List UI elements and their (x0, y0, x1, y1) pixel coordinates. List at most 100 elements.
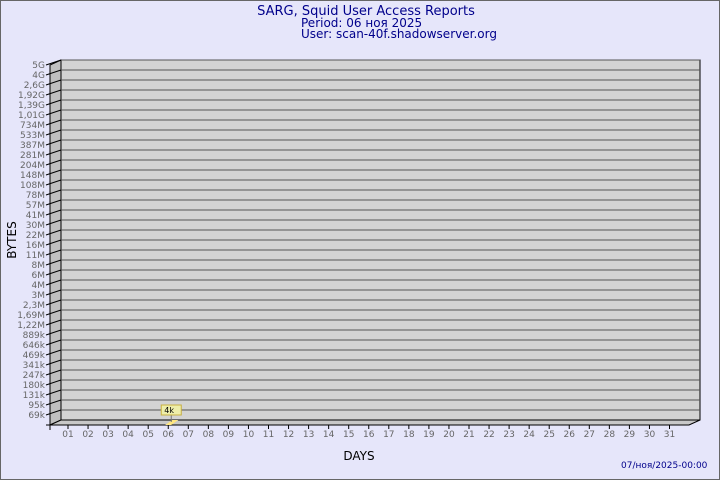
y-tick (45, 359, 62, 366)
y-tick (45, 279, 62, 286)
x-tick-label: 23 (503, 430, 514, 440)
y-tick-label: 69k (28, 411, 45, 421)
x-tick-label: 14 (323, 430, 335, 440)
x-tick-label: 22 (483, 430, 494, 440)
y-tick-label: 16M (26, 241, 45, 251)
y-tick-label: 78M (26, 191, 45, 201)
y-tick (45, 399, 62, 406)
y-tick (45, 209, 62, 216)
x-tick-label: 25 (543, 430, 554, 440)
y-tick-label: 247k (23, 371, 46, 381)
y-tick-label: 204M (20, 161, 45, 171)
x-tick-label: 07 (183, 430, 194, 440)
y-tick (45, 369, 62, 376)
y-tick-label: 646k (23, 341, 46, 351)
y-tick-label: 469k (23, 351, 46, 361)
x-tick-label: 10 (243, 430, 255, 440)
y-tick-label: 341k (23, 361, 46, 371)
y-axis-title: BYTES (5, 221, 19, 258)
bar-label-box (160, 404, 182, 416)
x-tick-label: 05 (142, 430, 153, 440)
x-tick-label: 08 (203, 430, 215, 440)
report-user: User: scan-40f.shadowserver.org (301, 27, 497, 41)
y-tick (45, 339, 62, 346)
y-tick-label: 180k (23, 381, 46, 391)
y-tick-label: 95k (28, 401, 45, 411)
y-tick (45, 259, 62, 266)
y-tick (45, 189, 62, 196)
x-tick-label: 30 (644, 430, 656, 440)
y-tick (45, 169, 62, 176)
y-tick (45, 319, 62, 326)
x-tick-label: 18 (403, 430, 415, 440)
y-tick-label: 30M (26, 221, 45, 231)
y-tick (45, 139, 62, 146)
y-tick (45, 179, 62, 186)
bar-value-label: 4k (164, 406, 174, 415)
x-tick-label: 29 (624, 430, 636, 440)
y-tick-label: 734M (20, 121, 45, 131)
x-tick-label: 01 (62, 430, 73, 440)
x-tick-label: 26 (564, 430, 576, 440)
report-title: SARG, Squid User Access Reports (257, 4, 475, 19)
y-tick (45, 349, 62, 356)
y-tick-label: 2,3M (23, 301, 45, 311)
y-tick-label: 6M (32, 271, 46, 281)
y-tick (45, 239, 62, 246)
y-tick (45, 69, 62, 76)
y-tick (45, 119, 62, 126)
y-tick-label: 4M (32, 281, 46, 291)
y-tick (45, 409, 62, 416)
y-tick-label: 2,6G (24, 81, 45, 91)
y-tick-label: 108M (20, 181, 45, 191)
x-tick-label: 02 (82, 430, 93, 440)
y-tick (45, 159, 62, 166)
y-tick-label: 1,69M (17, 311, 45, 321)
x-tick-label: 03 (102, 430, 113, 440)
y-tick-label: 1,01G (18, 111, 45, 121)
x-tick-label: 06 (163, 430, 175, 440)
x-tick-label: 09 (223, 430, 235, 440)
y-tick (45, 199, 62, 206)
y-tick-label: 1,22M (17, 321, 45, 331)
x-tick-label: 20 (443, 430, 455, 440)
y-tick (45, 249, 62, 256)
y-tick (45, 129, 62, 136)
y-tick-label: 57M (26, 201, 45, 211)
x-tick-label: 17 (383, 430, 394, 440)
y-tick (45, 79, 62, 86)
x-tick-label: 04 (122, 430, 134, 440)
x-tick-label: 15 (343, 430, 354, 440)
x-tick-label: 24 (523, 430, 535, 440)
y-tick-label: 281M (20, 151, 45, 161)
bar-day-06 (165, 420, 179, 425)
y-tick-label: 387M (20, 141, 45, 151)
y-tick-label: 148M (20, 171, 45, 181)
y-tick (45, 109, 62, 116)
y-tick (45, 229, 62, 236)
y-tick (45, 99, 62, 106)
x-tick-label: 13 (303, 430, 314, 440)
y-tick (45, 289, 62, 296)
x-tick-label: 28 (604, 430, 616, 440)
report-period: Period: 06 ноя 2025 (301, 16, 423, 30)
x-tick-label: 27 (584, 430, 595, 440)
generated-timestamp: 07/ноя/2025-00:00 (621, 461, 708, 471)
y-tick (45, 329, 62, 336)
y-tick-label: 41M (26, 211, 45, 221)
y-tick-label: 11M (26, 251, 45, 261)
y-tick (45, 219, 62, 226)
y-tick (45, 269, 62, 276)
y-tick-label: 1,92G (18, 91, 45, 101)
y-tick-label: 5G (32, 61, 45, 71)
x-tick-label: 21 (463, 430, 474, 440)
y-tick-label: 3M (32, 291, 46, 301)
x-tick-label: 16 (363, 430, 375, 440)
y-tick-label: 533M (20, 131, 45, 141)
y-tick (45, 149, 62, 156)
y-tick-label: 22M (26, 231, 45, 241)
x-tick-label: 19 (423, 430, 435, 440)
y-tick (45, 89, 62, 96)
